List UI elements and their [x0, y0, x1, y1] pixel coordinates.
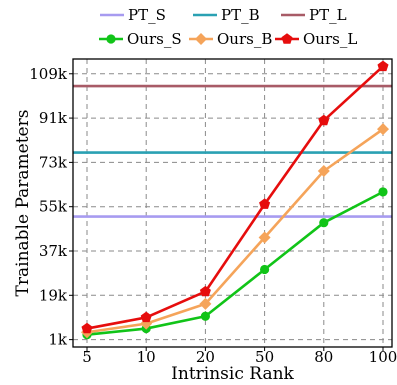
y-tick-label: 55k: [39, 198, 68, 216]
y-tick-label: 1k: [48, 331, 68, 349]
data-point-ours-s: [319, 218, 329, 228]
data-point-ours-b: [377, 123, 389, 136]
legend-label-pt-b: PT_B: [221, 6, 260, 24]
data-point-ours-s: [260, 264, 270, 275]
grid: [73, 59, 392, 347]
data-point-ours-l: [81, 322, 93, 334]
data-point-ours-l: [377, 60, 389, 72]
x-axis-ticks: 5 10 20 50 80 100: [82, 347, 397, 366]
legend-label-ours-b: Ours_B: [217, 30, 272, 48]
data-point-ours-b: [258, 231, 271, 244]
data-point-ours-l: [318, 114, 330, 126]
x-tick-label: 5: [82, 348, 92, 366]
data-point-ours-l: [259, 198, 271, 209]
legend-marker-ours-s: [106, 34, 116, 44]
x-tick-label: 10: [137, 348, 156, 366]
legend-marker-ours-l: [281, 33, 293, 44]
y-tick-label: 37k: [39, 242, 68, 260]
x-tick-label: 80: [314, 348, 333, 366]
y-tick-label: 91k: [39, 109, 68, 127]
data-point-ours-b: [199, 297, 212, 310]
y-axis-title: Trainable Parameters: [13, 110, 33, 297]
legend-label-ours-l: Ours_L: [303, 30, 357, 48]
legend: PT_S PT_B PT_L Ours_S Ours_B Ours_L: [99, 6, 357, 48]
series-line-ours-l: [86, 65, 384, 330]
data-point-ours-l: [199, 285, 211, 297]
x-axis-title: Intrinsic Rank: [171, 364, 294, 384]
y-tick-label: 19k: [39, 286, 68, 304]
legend-label-pt-l: PT_L: [309, 6, 347, 24]
data-point-ours-b: [317, 165, 330, 177]
series-line-ours-s: [86, 190, 384, 336]
data-point-ours-s: [200, 311, 210, 321]
y-axis-ticks: 1k 19k 37k 55k 73k 91k 109k: [29, 65, 73, 349]
legend-marker-ours-b: [195, 33, 207, 45]
legend-label-pt-s: PT_S: [128, 6, 166, 24]
x-tick-label: 20: [196, 348, 215, 366]
reference-lines: [73, 84, 392, 218]
x-tick-label: 50: [255, 348, 274, 366]
x-tick-label: 100: [369, 348, 397, 366]
data-point-ours-s: [378, 187, 388, 197]
series-line-ours-b: [86, 128, 384, 334]
series-lines: [81, 60, 389, 340]
legend-label-ours-s: Ours_S: [127, 30, 182, 48]
plot-frame: [72, 58, 393, 348]
y-tick-label: 73k: [39, 153, 68, 171]
data-point-ours-l: [140, 311, 152, 323]
y-tick-label: 109k: [29, 65, 68, 83]
